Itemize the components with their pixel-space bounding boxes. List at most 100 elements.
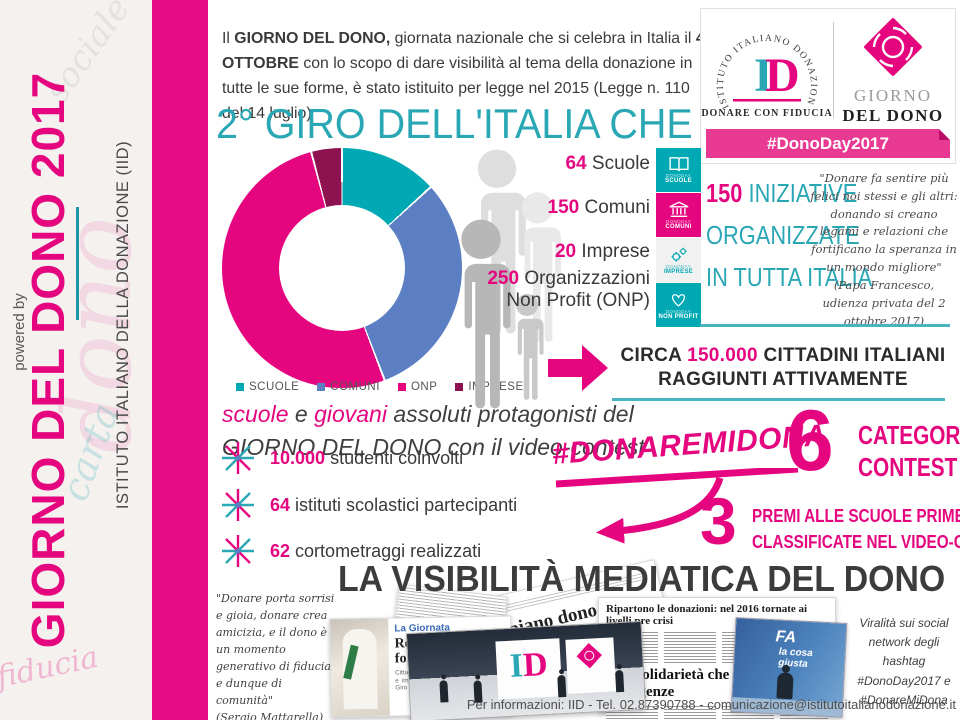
- initiatives-number: 150: [706, 178, 743, 208]
- underline-arrow: [555, 468, 799, 544]
- badge-label: IMPRESE: [663, 268, 694, 275]
- contest-contest: CONTEST: [858, 452, 958, 482]
- bullet-number: 64: [270, 494, 291, 515]
- starburst-icon: [222, 535, 254, 567]
- stat-value: 64: [565, 153, 587, 174]
- prizes-line2: CLASSIFICATE NEL VIDEO-CONTEST: [752, 532, 960, 552]
- badge-imprese: DONODAY IMPRESE: [656, 238, 701, 283]
- contest-categorie: CATEGORIE: [858, 420, 960, 450]
- starburst-icon: [222, 442, 254, 474]
- initiatives-line3: IN TUTTA ITALIA: [706, 262, 873, 292]
- badge-scuole: DONODAY SCUOLE: [656, 148, 701, 193]
- bank-icon: [669, 200, 688, 217]
- prizes-line1: PREMI ALLE SCUOLE PRIME: [752, 506, 960, 526]
- reach-number: 150.000: [687, 345, 758, 366]
- giorno-del-dono-logo: GIORNO DEL DONO: [834, 15, 952, 126]
- legend-item: COMUNI: [317, 381, 380, 393]
- gdd-diamond-icon: [864, 17, 922, 76]
- legend-swatch: [236, 383, 244, 391]
- stat-label: Imprese: [581, 241, 650, 262]
- banner-fold-corner: [939, 129, 950, 140]
- stat-value: 20: [554, 241, 577, 262]
- donoday-hashtag: #DonoDay2017: [767, 134, 889, 153]
- bullet-istituti: 64 istituti scolastici partecipanti: [218, 485, 517, 525]
- legend-item: ONP: [397, 381, 437, 393]
- media-section-title: LA VISIBILITÀ MEDIATICA DEL DONO: [338, 558, 946, 599]
- mattarella-quote: "Donare porta sorrisi e gioia, donare cr…: [216, 590, 338, 720]
- iid-tagline: DONARE CON FIDUCIA: [701, 108, 832, 119]
- reach-line2: RAGGIUNTI ATTIVAMENTE: [658, 369, 908, 390]
- gears-icon: [671, 247, 687, 262]
- tv-person-silhouette: [615, 669, 625, 693]
- stat-label: Organizzazioni Non Profit (ONP): [506, 268, 650, 311]
- stat-row-imprese: 20 Imprese: [460, 241, 650, 263]
- initiatives-statement: 150 INIZIATIVE ORGANIZZATE IN TUTTA ITAL…: [706, 172, 872, 298]
- clipping-photo: [330, 618, 390, 717]
- intro-text: con lo scopo di dare visibilità al tema …: [222, 54, 693, 122]
- logos-box: ISTITUTO ITALIANO DONAZIONE I D DONARE C…: [700, 8, 956, 164]
- legend-label: SCUOLE: [249, 381, 300, 393]
- logo-row: ISTITUTO ITALIANO DONAZIONE I D DONARE C…: [701, 11, 955, 129]
- stat-value: 250: [487, 268, 520, 289]
- footer-contact-info: Per informazioni: IID - Tel. 02.87390788…: [466, 697, 956, 712]
- protagonists-text: assoluti protagonisti del: [386, 401, 634, 427]
- starburst-icon: [222, 489, 254, 521]
- mattarella-quote-attribution: (Sergio Mattarella): [216, 711, 324, 720]
- stat-label: Scuole: [591, 153, 650, 174]
- category-badges: DONODAY SCUOLE DONODAY COMUNI DONODAY IM…: [656, 148, 701, 328]
- badge-brand: DONODAY: [665, 218, 692, 224]
- protagonists-highlight: scuole: [222, 401, 289, 427]
- iid-letter-d: D: [765, 49, 800, 102]
- separator-line: [612, 398, 945, 401]
- iid-logo: ISTITUTO ITALIANO DONAZIONE I D DONARE C…: [701, 11, 832, 119]
- badge-non-profit: DONODAY NON PROFIT: [656, 283, 701, 328]
- stat-row-onp: 250 Organizzazioni Non Profit (ONP): [475, 268, 650, 312]
- contest-number-6: 6: [786, 393, 834, 489]
- reach-text: CIRCA: [620, 345, 688, 366]
- intro-text: Il: [222, 29, 235, 47]
- badge-label: NON PROFIT: [658, 313, 699, 320]
- reach-text: CITTADINI ITALIANI: [757, 345, 946, 366]
- stat-label: Comuni: [584, 197, 650, 218]
- iid-underline: [733, 99, 801, 102]
- legend-swatch: [397, 383, 406, 391]
- heart-icon: [671, 293, 686, 307]
- bullet-text: 62 cortometraggi realizzati: [270, 541, 481, 562]
- badge-brand: DONODAY: [665, 263, 692, 269]
- legend-swatch: [455, 383, 464, 391]
- bullet-text: 10.000 studenti coinvolti: [270, 448, 463, 469]
- bullet-text: 64 istituti scolastici partecipanti: [270, 495, 517, 516]
- mattarella-quote-text: "Donare porta sorrisi e gioia, donare cr…: [216, 592, 335, 708]
- gdd-logo-line1: GIORNO: [853, 85, 933, 105]
- bullet-number: 10.000: [270, 447, 326, 468]
- tv-person-silhouette: [557, 674, 567, 698]
- protagonists-line2: GIORNO DEL DONO con il video-contest: [222, 434, 645, 460]
- badge-brand: DONODAY: [665, 173, 692, 178]
- stat-value: 150: [547, 197, 580, 218]
- organization-name-vertical: ISTITUTO ITALIANO DELLA DONAZIONE (IID): [114, 140, 132, 510]
- stat-row-comuni: 150 Comuni: [460, 197, 650, 219]
- sidebar: dono sociale carta fiducia GIORNO DEL DO…: [0, 0, 152, 720]
- initiatives-word: INIZIATIVE: [742, 178, 858, 208]
- tv-show-title: FA: [775, 628, 797, 647]
- reach-statement: CIRCA 150.000 CITTADINI ITALIANI RAGGIUN…: [618, 344, 948, 392]
- protagonists-highlight: giovani: [314, 401, 387, 427]
- badge-label: SCUOLE: [665, 178, 692, 184]
- legend-label: COMUNI: [330, 381, 380, 393]
- powered-by-label: powered by: [11, 293, 28, 371]
- stat-row-scuole: 64 Scuole: [460, 153, 650, 175]
- prizes-number-3: 3: [700, 484, 737, 558]
- sidebar-divider-line: [76, 207, 79, 320]
- pope-quote: "Donare fa sentire più felici noi stessi…: [810, 170, 958, 330]
- intro-paragraph: Il GIORNO DEL DONO, giornata nazionale c…: [222, 26, 714, 126]
- bullet-cortometraggi: 62 cortometraggi realizzati: [218, 531, 481, 571]
- legend-swatch: [317, 383, 326, 391]
- book-icon: [668, 157, 689, 172]
- social-virality-note: Viralità sui social network degli hashta…: [857, 616, 951, 707]
- intro-text: giornata nazionale che si celebra in Ita…: [390, 29, 696, 47]
- tv-id-letter-d: D: [522, 645, 549, 685]
- bullet-number: 62: [270, 540, 291, 561]
- magenta-accent-bar: [152, 0, 208, 720]
- legend-item: SCUOLE: [236, 381, 299, 393]
